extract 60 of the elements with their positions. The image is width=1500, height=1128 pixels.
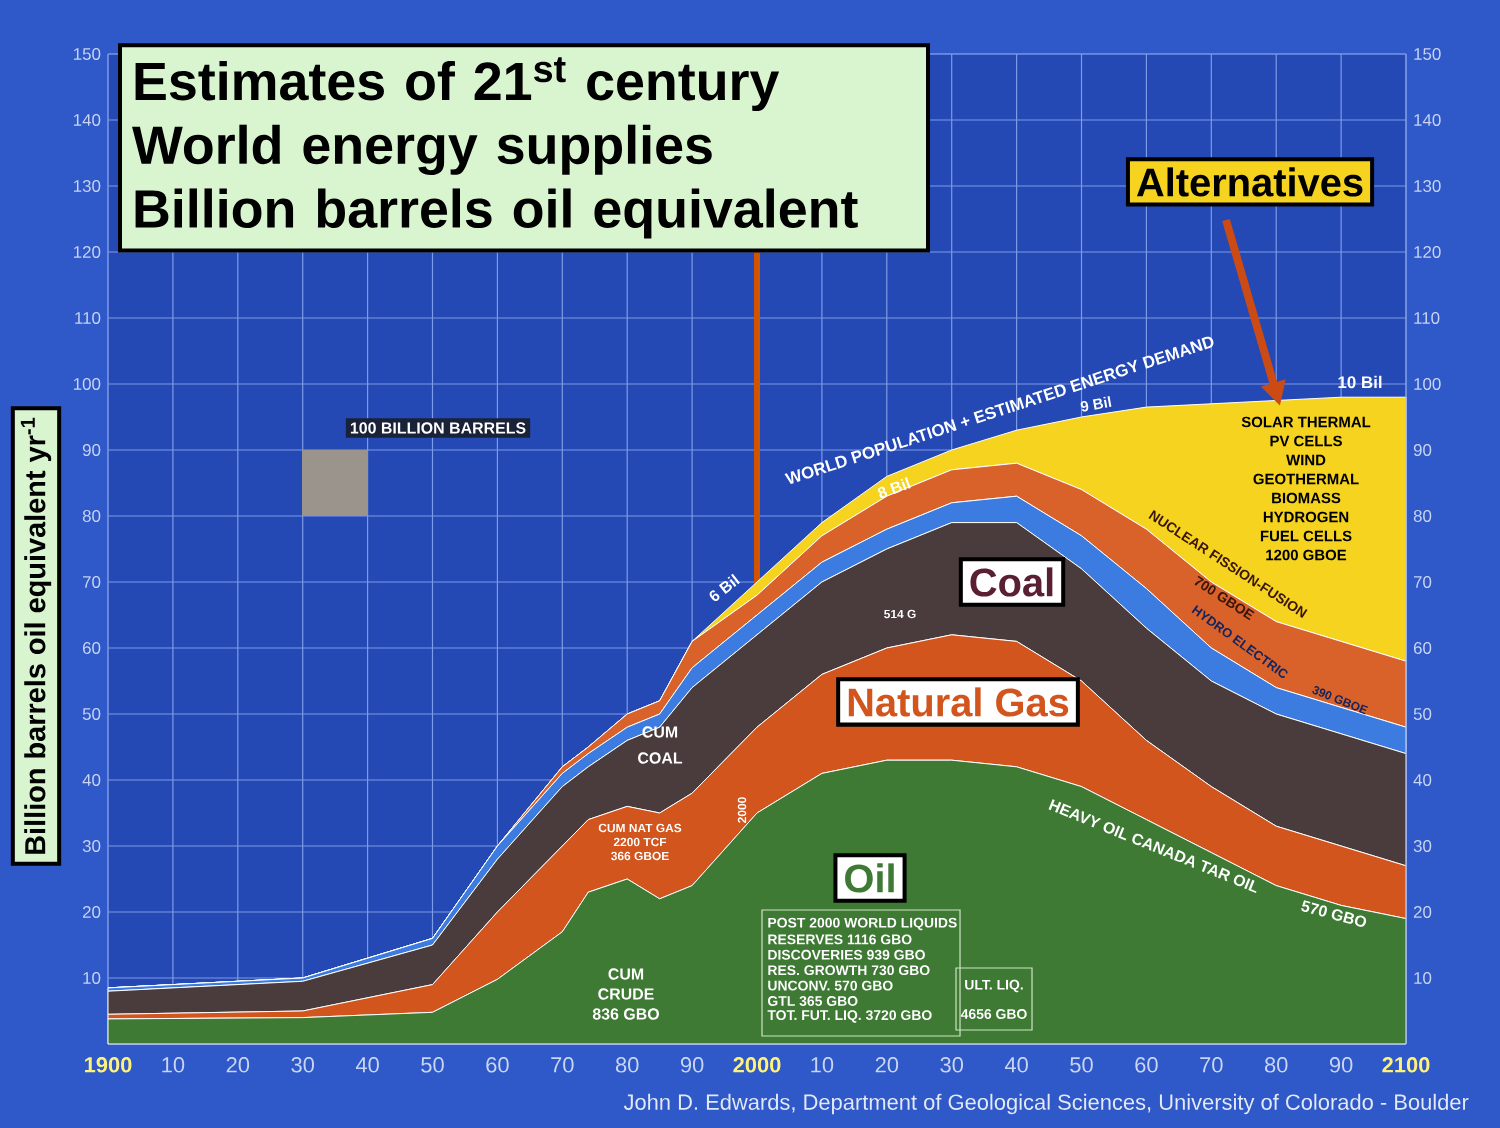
- y-tick-label: 60: [83, 642, 101, 654]
- y2-tick-label: 10: [1414, 972, 1432, 984]
- y-tick-label: 110: [75, 312, 101, 324]
- text: Billion barrels oil equivalent: [135, 188, 858, 239]
- x-tick-label: 70: [551, 1057, 574, 1073]
- y2-tick-label: 130: [1414, 180, 1441, 192]
- x-tick-label: 40: [355, 1057, 379, 1073]
- y-tick-label: 140: [73, 114, 101, 126]
- y-tick-label: 40: [82, 774, 101, 786]
- x-tick-label: 10: [811, 1057, 834, 1073]
- x-tick-label: 80: [1264, 1057, 1288, 1073]
- y2-tick-label: 30: [1413, 840, 1432, 852]
- y-tick-label: 150: [73, 48, 101, 60]
- y-tick-label: 10: [83, 972, 101, 984]
- x-tick-label: 40: [1004, 1057, 1028, 1073]
- x-tick-label: 80: [615, 1057, 639, 1073]
- y2-tick-label: 80: [1413, 510, 1432, 522]
- annotation: 10 Bil: [1338, 375, 1382, 389]
- y2-tick-label: 140: [1414, 114, 1441, 126]
- x-tick-label: 2000: [733, 1057, 781, 1073]
- x-tick-label: 70: [1200, 1057, 1223, 1073]
- y2-tick-label: 90: [1413, 444, 1432, 456]
- series-label: Coal: [970, 567, 1053, 597]
- x-tick-label: 30: [291, 1057, 315, 1073]
- y-tick-label: 30: [82, 840, 101, 852]
- x-tick-label: 90: [1329, 1057, 1353, 1073]
- x-tick-label: 50: [1070, 1057, 1093, 1073]
- x-tick-label: 90: [680, 1057, 704, 1073]
- x-tick-label: 60: [1135, 1057, 1158, 1073]
- x-tick-label: 10: [162, 1057, 185, 1073]
- x-tick-label: 30: [940, 1057, 964, 1073]
- x-tick-label: 20: [875, 1057, 899, 1073]
- x-tick-label: 50: [421, 1057, 444, 1073]
- series-label: Natural Gas: [848, 687, 1069, 717]
- y-tick-label: 20: [82, 906, 101, 918]
- y2-tick-label: 100: [1414, 378, 1441, 390]
- y-tick-label: 120: [73, 246, 101, 258]
- y2-tick-label: 70: [1413, 576, 1432, 588]
- y-tick-label: 70: [83, 576, 101, 588]
- y-tick-label: 90: [82, 444, 101, 456]
- y-tick-label: 50: [82, 708, 101, 720]
- x-tick-label: 20: [226, 1057, 250, 1073]
- y2-tick-label: 50: [1413, 708, 1432, 720]
- y2-tick-label: 20: [1413, 906, 1432, 918]
- y2-tick-label: 60: [1413, 642, 1432, 654]
- y2-tick-label: 150: [1414, 48, 1441, 60]
- text: John D. Edwards, Department of Geological Sciences, University of Colorado - Boulder: [623, 1093, 1469, 1115]
- y2-tick-label: 40: [1413, 774, 1432, 786]
- text: Estimates of 21$^{st}$ century World energy supplies: [132, 57, 780, 176]
- text: Alternatives: [1136, 167, 1363, 197]
- y-axis-title: Billion barrels oil equivalent yr$^{-1}$: [20, 417, 52, 854]
- y-tick-label: 130: [73, 180, 101, 192]
- x-tick-label: 1900: [85, 1057, 132, 1073]
- x-tick-label: 60: [486, 1057, 509, 1073]
- x-tick-label: 2100: [1382, 1057, 1430, 1073]
- y-tick-label: 100: [73, 378, 101, 390]
- y-tick-label: 80: [82, 510, 101, 522]
- y2-tick-label: 110: [1414, 312, 1440, 324]
- y2-tick-label: 120: [1414, 246, 1441, 258]
- series-label: Oil: [845, 863, 894, 893]
